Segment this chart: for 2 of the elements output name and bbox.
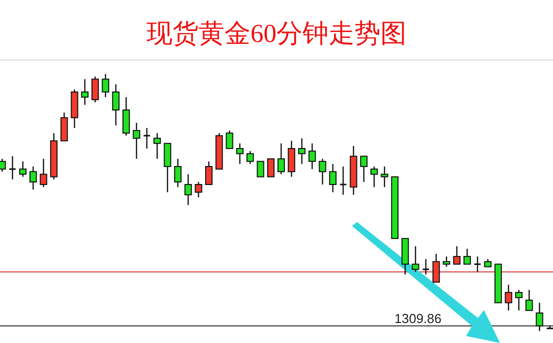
title: 现货黄金60分钟走势图 [146,19,406,48]
annotation: 1309.86 [394,310,442,326]
